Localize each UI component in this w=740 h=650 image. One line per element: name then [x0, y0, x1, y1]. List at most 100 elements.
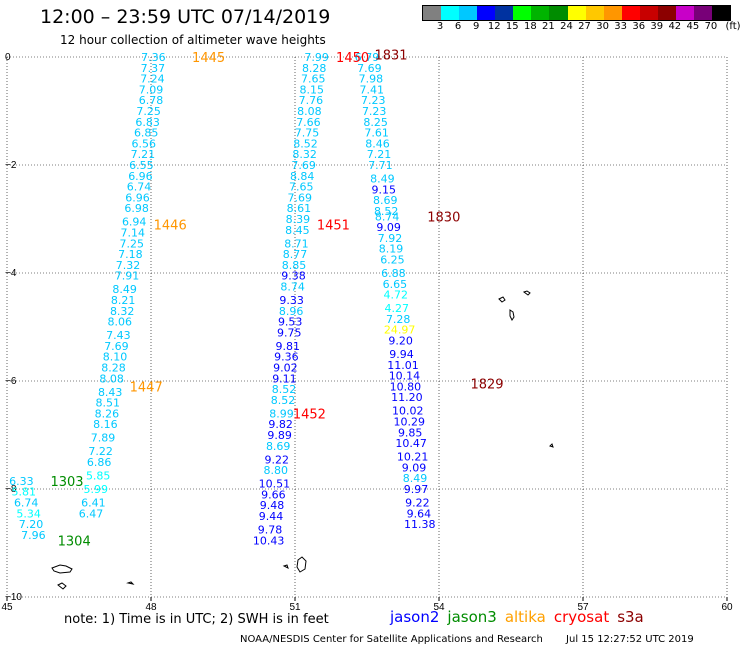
wave-height-value: 7.24 — [140, 73, 165, 86]
legend-label: 18 — [523, 21, 537, 32]
wave-height-value: 8.32 — [292, 148, 317, 161]
wave-height-value: 9.97 — [404, 483, 429, 496]
wave-height-value: 9.09 — [402, 461, 427, 474]
island-shape — [509, 309, 515, 321]
legend-swatch — [603, 6, 622, 20]
wave-height-value: 7.71 — [368, 159, 393, 172]
pass-time-labels: 1445 1446 1447 1450 1451 1452 1831 1830 1829 1303… — [50, 48, 503, 549]
wave-height-value: 4.27 — [385, 302, 410, 315]
wave-height-value: 8.06 — [108, 316, 133, 329]
wave-height-value: 8.74 — [375, 210, 400, 223]
wave-height-value: 7.76 — [299, 94, 324, 107]
wave-height-value: 8.84 — [290, 170, 315, 183]
legend-label: 24 — [560, 21, 573, 32]
wave-height-value: 6.86 — [87, 456, 112, 469]
lat-tick-label: −6 — [5, 376, 17, 387]
wave-height-value: 6.79 — [355, 51, 380, 64]
wave-height-value: 7.18 — [118, 248, 143, 261]
wave-height-value: 8.71 — [284, 237, 309, 250]
wave-height-value: 8.99 — [269, 407, 294, 420]
wave-height-value: 9.75 — [277, 326, 302, 339]
legend-label: 6 — [454, 21, 462, 32]
wave-height-value: 9.82 — [268, 418, 293, 431]
wave-height-value: 5.34 — [16, 507, 41, 520]
wave-height-value: 9.02 — [273, 362, 298, 375]
island-shape — [522, 290, 531, 296]
wave-height-value: 7.22 — [88, 445, 113, 458]
wave-height-value: 8.52 — [272, 383, 297, 396]
wave-height-value: 7.89 — [91, 432, 116, 445]
wave-height-value: 9.48 — [260, 499, 285, 512]
satellite-legend-altika: altika — [504, 608, 546, 626]
lon-tick-label: 45 — [1, 602, 13, 613]
legend-swatch — [459, 6, 478, 20]
wave-height-value: 8.85 — [282, 259, 307, 272]
wave-height-value: 8.46 — [365, 137, 390, 150]
legend-label: 30 — [596, 21, 609, 32]
legend-swatch — [567, 6, 586, 20]
wave-height-value: 7.20 — [19, 518, 44, 531]
wave-height-value: 7.36 — [141, 51, 166, 64]
wave-height-value: 10.47 — [395, 437, 427, 450]
wave-height-value: 7.69 — [104, 340, 129, 353]
island-shape — [57, 582, 67, 590]
legend-swatch — [531, 6, 550, 20]
wave-height-value: 8.80 — [264, 464, 289, 477]
wave-height-value: 9.22 — [405, 497, 430, 510]
wave-height-value: 7.96 — [21, 529, 46, 542]
wave-height-value: 10.02 — [392, 405, 424, 418]
wave-height-value: 7.98 — [359, 73, 384, 86]
wave-height-value: 7.09 — [139, 83, 164, 96]
legend-label: 45 — [686, 21, 700, 32]
legend-label: 15 — [505, 21, 519, 32]
wave-height-value: 6.88 — [381, 267, 406, 280]
wave-height-value: 6.78 — [139, 94, 164, 107]
credit-timestamp: Jul 15 12:27:52 UTC 2019 — [566, 634, 694, 645]
wave-height-value: 10.80 — [390, 380, 422, 393]
legend-swatch — [657, 6, 676, 20]
wave-height-value: 8.08 — [99, 372, 124, 385]
legend-label: 12 — [487, 21, 501, 32]
wave-height-value: 7.69 — [291, 159, 316, 172]
wave-height-value: 6.25 — [380, 254, 405, 267]
lat-tick-label: −10 — [5, 592, 22, 603]
credit-org: NOAA/NESDIS Center for Satellite Applica… — [240, 634, 543, 645]
wave-height-value: 6.56 — [132, 137, 157, 150]
wave-height-value: 7.28 — [386, 313, 411, 326]
wave-height-value: 9.78 — [258, 524, 283, 537]
wave-height-value: 9.85 — [398, 426, 423, 439]
wave-height-value: 8.25 — [363, 116, 388, 129]
wave-height-value: 10.29 — [393, 416, 425, 429]
wave-height-value: 9.33 — [279, 294, 304, 307]
wave-height-value: 9.22 — [265, 453, 290, 466]
map-grid: 45 48 51 54 57 60 0 −2 −4 −6 −8 −10 — [1, 52, 733, 613]
lon-tick-label: 48 — [145, 602, 157, 613]
land-features — [51, 290, 554, 590]
legend-swatch — [441, 6, 460, 20]
track-jason2: 6.797.697.987.417.237.238.257.618.467.21… — [355, 51, 436, 531]
wave-height-value: 6.47 — [79, 507, 104, 520]
wave-height-value: 6.74 — [14, 497, 39, 510]
satellite-legend-s3a: s3a — [617, 608, 644, 626]
island-shape — [549, 443, 554, 448]
legend-swatch — [675, 6, 694, 20]
wave-height-value: 8.49 — [112, 283, 137, 296]
wave-height-value: 7.75 — [295, 127, 320, 140]
wave-height-value: 6.83 — [135, 116, 160, 129]
legend-label: 36 — [632, 21, 646, 32]
wave-height-value: 7.92 — [378, 232, 403, 245]
pass-time-label: 1446 — [154, 218, 187, 233]
wave-height-value: 5.99 — [84, 483, 109, 496]
wave-height-value: 7.41 — [360, 83, 385, 96]
pass-time-label: 1303 — [50, 475, 83, 490]
pass-time-label: 1445 — [192, 51, 225, 66]
wave-height-value: 8.52 — [293, 137, 318, 150]
wave-height-value: 7.66 — [296, 116, 321, 129]
wave-height-value: 8.61 — [287, 202, 312, 215]
wave-height-value: 10.43 — [253, 534, 285, 547]
wave-height-value: 8.28 — [302, 62, 327, 75]
lat-tick-label: −8 — [5, 484, 17, 495]
footnote: note: 1) Time is in UTC; 2) SWH is in fe… — [64, 612, 329, 627]
wave-height-value: 11.01 — [387, 359, 419, 372]
wave-height-value: 7.91 — [115, 270, 140, 283]
